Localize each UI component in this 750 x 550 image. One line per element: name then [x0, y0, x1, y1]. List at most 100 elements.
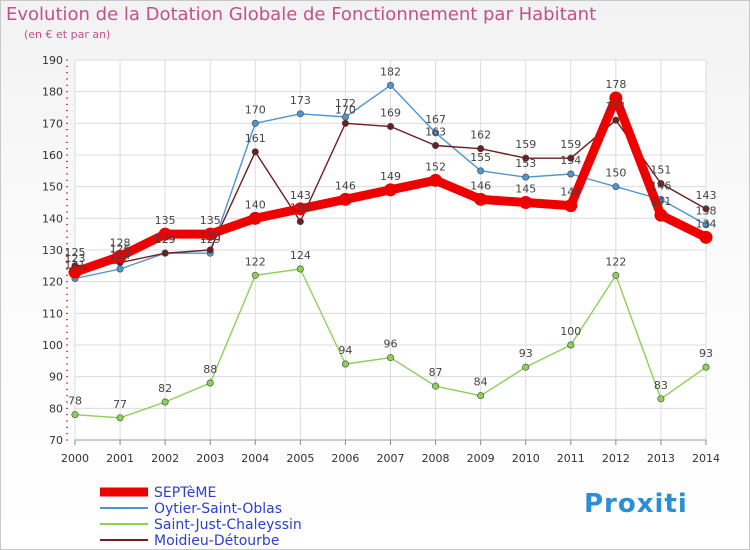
data-label: 154 [560, 154, 581, 167]
data-label: 153 [515, 157, 536, 170]
data-point [251, 119, 259, 127]
data-point [702, 363, 710, 371]
data-label: 125 [65, 246, 86, 259]
data-point [158, 227, 172, 241]
data-label: 124 [290, 249, 311, 262]
data-label: 129 [200, 233, 221, 246]
data-point [113, 249, 127, 263]
y-tick-label: 180 [42, 86, 63, 99]
data-point [567, 154, 575, 162]
data-label: 126 [110, 243, 131, 256]
data-point [203, 227, 217, 241]
data-label: 182 [380, 65, 401, 78]
data-label: 93 [519, 347, 533, 360]
y-tick-label: 130 [42, 244, 63, 257]
data-label: 122 [245, 255, 266, 268]
data-point [341, 119, 349, 127]
data-label: 152 [425, 160, 446, 173]
data-point [68, 265, 82, 279]
x-tick-label: 2011 [557, 452, 585, 465]
y-tick-label: 170 [42, 117, 63, 130]
y-tick-label: 110 [42, 307, 63, 320]
x-tick-label: 2013 [647, 452, 675, 465]
data-point [248, 211, 262, 225]
x-tick-label: 2004 [241, 452, 269, 465]
data-label: 138 [696, 205, 717, 218]
data-label: 161 [245, 132, 266, 145]
data-point [432, 142, 440, 150]
data-label: 169 [380, 107, 401, 120]
series-layer [68, 81, 713, 422]
data-label: 100 [560, 325, 581, 338]
y-tick-label: 80 [49, 402, 63, 415]
data-label: 143 [290, 189, 311, 202]
data-point [612, 183, 620, 191]
data-point [612, 116, 620, 124]
data-point [296, 265, 304, 273]
data-label: 172 [335, 97, 356, 110]
axis-layer: 70 80 90 100 110 120 130 140 150 160 170 180 190 2000… [42, 54, 720, 465]
data-label: 149 [380, 170, 401, 183]
data-point [386, 354, 394, 362]
x-tick-label: 2009 [467, 452, 495, 465]
y-tick-label: 100 [42, 339, 63, 352]
data-point [206, 379, 214, 387]
data-point [522, 173, 530, 181]
data-label: 124 [110, 249, 131, 262]
x-tick-label: 2008 [422, 452, 450, 465]
data-label: 135 [155, 214, 176, 227]
data-label: 167 [425, 113, 446, 126]
x-tick-label: 2007 [377, 452, 405, 465]
x-tick-label: 2000 [61, 452, 89, 465]
y-tick-label: 90 [49, 371, 63, 384]
chart-title: Evolution de la Dotation Globale de Fonc… [6, 4, 597, 25]
data-point [654, 208, 668, 222]
data-point [161, 249, 169, 257]
x-tick-label: 2005 [286, 452, 314, 465]
data-label: 83 [654, 379, 668, 392]
data-point [296, 110, 304, 118]
data-point [522, 154, 530, 162]
data-point [116, 414, 124, 422]
data-label: 88 [203, 363, 217, 376]
data-label: 93 [699, 347, 713, 360]
data-label: 170 [245, 103, 266, 116]
data-label: 94 [338, 344, 352, 357]
data-label: 129 [155, 233, 176, 246]
x-tick-label: 2002 [151, 452, 179, 465]
data-label: 163 [425, 126, 446, 139]
data-point [432, 382, 440, 390]
data-label: 135 [200, 214, 221, 227]
y-tick-label: 190 [42, 54, 63, 67]
data-label: 96 [384, 338, 398, 351]
x-tick-label: 2010 [512, 452, 540, 465]
data-point [477, 167, 485, 175]
data-point [612, 271, 620, 279]
data-point [477, 392, 485, 400]
data-label: 162 [470, 129, 491, 142]
data-label: 141 [650, 195, 671, 208]
data-label: 170 [335, 103, 356, 116]
legend-label: Saint-Just-Chaleyssin [154, 517, 302, 533]
data-point [699, 230, 713, 244]
data-point [386, 123, 394, 131]
data-point [161, 398, 169, 406]
data-point [386, 81, 394, 89]
data-point [251, 148, 259, 156]
y-tick-label: 160 [42, 149, 63, 162]
data-label: 77 [113, 398, 127, 411]
data-label: 87 [429, 366, 443, 379]
data-label: 140 [245, 198, 266, 211]
y-tick-label: 150 [42, 181, 63, 194]
data-point [522, 363, 530, 371]
data-label-layer: 78 77 82 88 122 124 94 96 87 84 93 100 122 83 93 121 124… [65, 65, 717, 411]
data-label: 128 [110, 236, 131, 249]
data-point [293, 202, 307, 216]
data-label: 122 [605, 255, 626, 268]
legend-label: SEPTèME [154, 485, 216, 501]
data-label: 130 [200, 230, 221, 243]
data-point [702, 221, 710, 229]
data-point [567, 341, 575, 349]
x-tick-label: 2001 [106, 452, 134, 465]
